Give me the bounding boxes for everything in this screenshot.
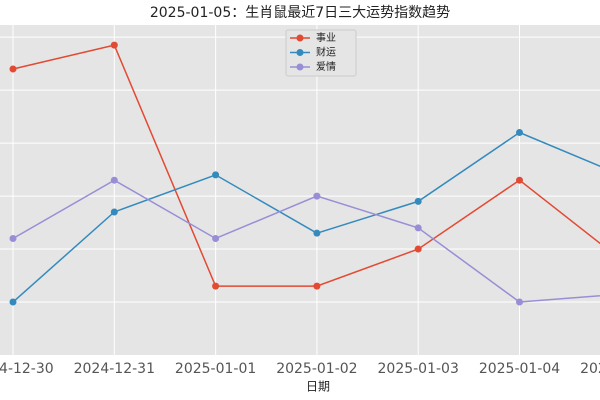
legend-box [285,29,357,77]
legend-label: 事业 [316,31,336,44]
point [212,282,220,290]
point [313,282,321,290]
point [110,41,118,49]
x-tick-label: 2025-01-02 [276,361,357,377]
point [414,224,422,232]
point [414,245,422,253]
point [516,298,523,306]
point [9,298,17,306]
x-tick-label: 2024-12-31 [74,361,155,377]
point [313,229,321,237]
point [212,171,220,179]
point [516,176,523,184]
legend-marker [296,63,304,71]
point [212,234,220,242]
point [9,65,17,73]
x-tick-label: 2025-01-01 [175,361,256,377]
point [313,192,321,200]
x-tick-label: 2025-01-04 [479,361,560,377]
x-axis-label: 日期 [306,380,330,394]
legend-marker [296,49,304,56]
x-tick-label: 2024-12-30 [0,361,54,377]
chart-title: 2025-01-05：生肖鼠最近7日三大运势指数趋势 [150,5,450,21]
point [9,234,17,242]
point [110,208,118,216]
x-tick-label: 2025-01-03 [378,361,459,377]
point [110,176,118,184]
x-tick-label: 2025-01-05 [580,361,600,377]
legend-label: 财运 [316,46,336,59]
plot-area [0,25,600,355]
point [516,129,523,137]
point [414,197,422,205]
legend-marker [296,34,304,42]
legend-label: 爱情 [316,60,336,73]
